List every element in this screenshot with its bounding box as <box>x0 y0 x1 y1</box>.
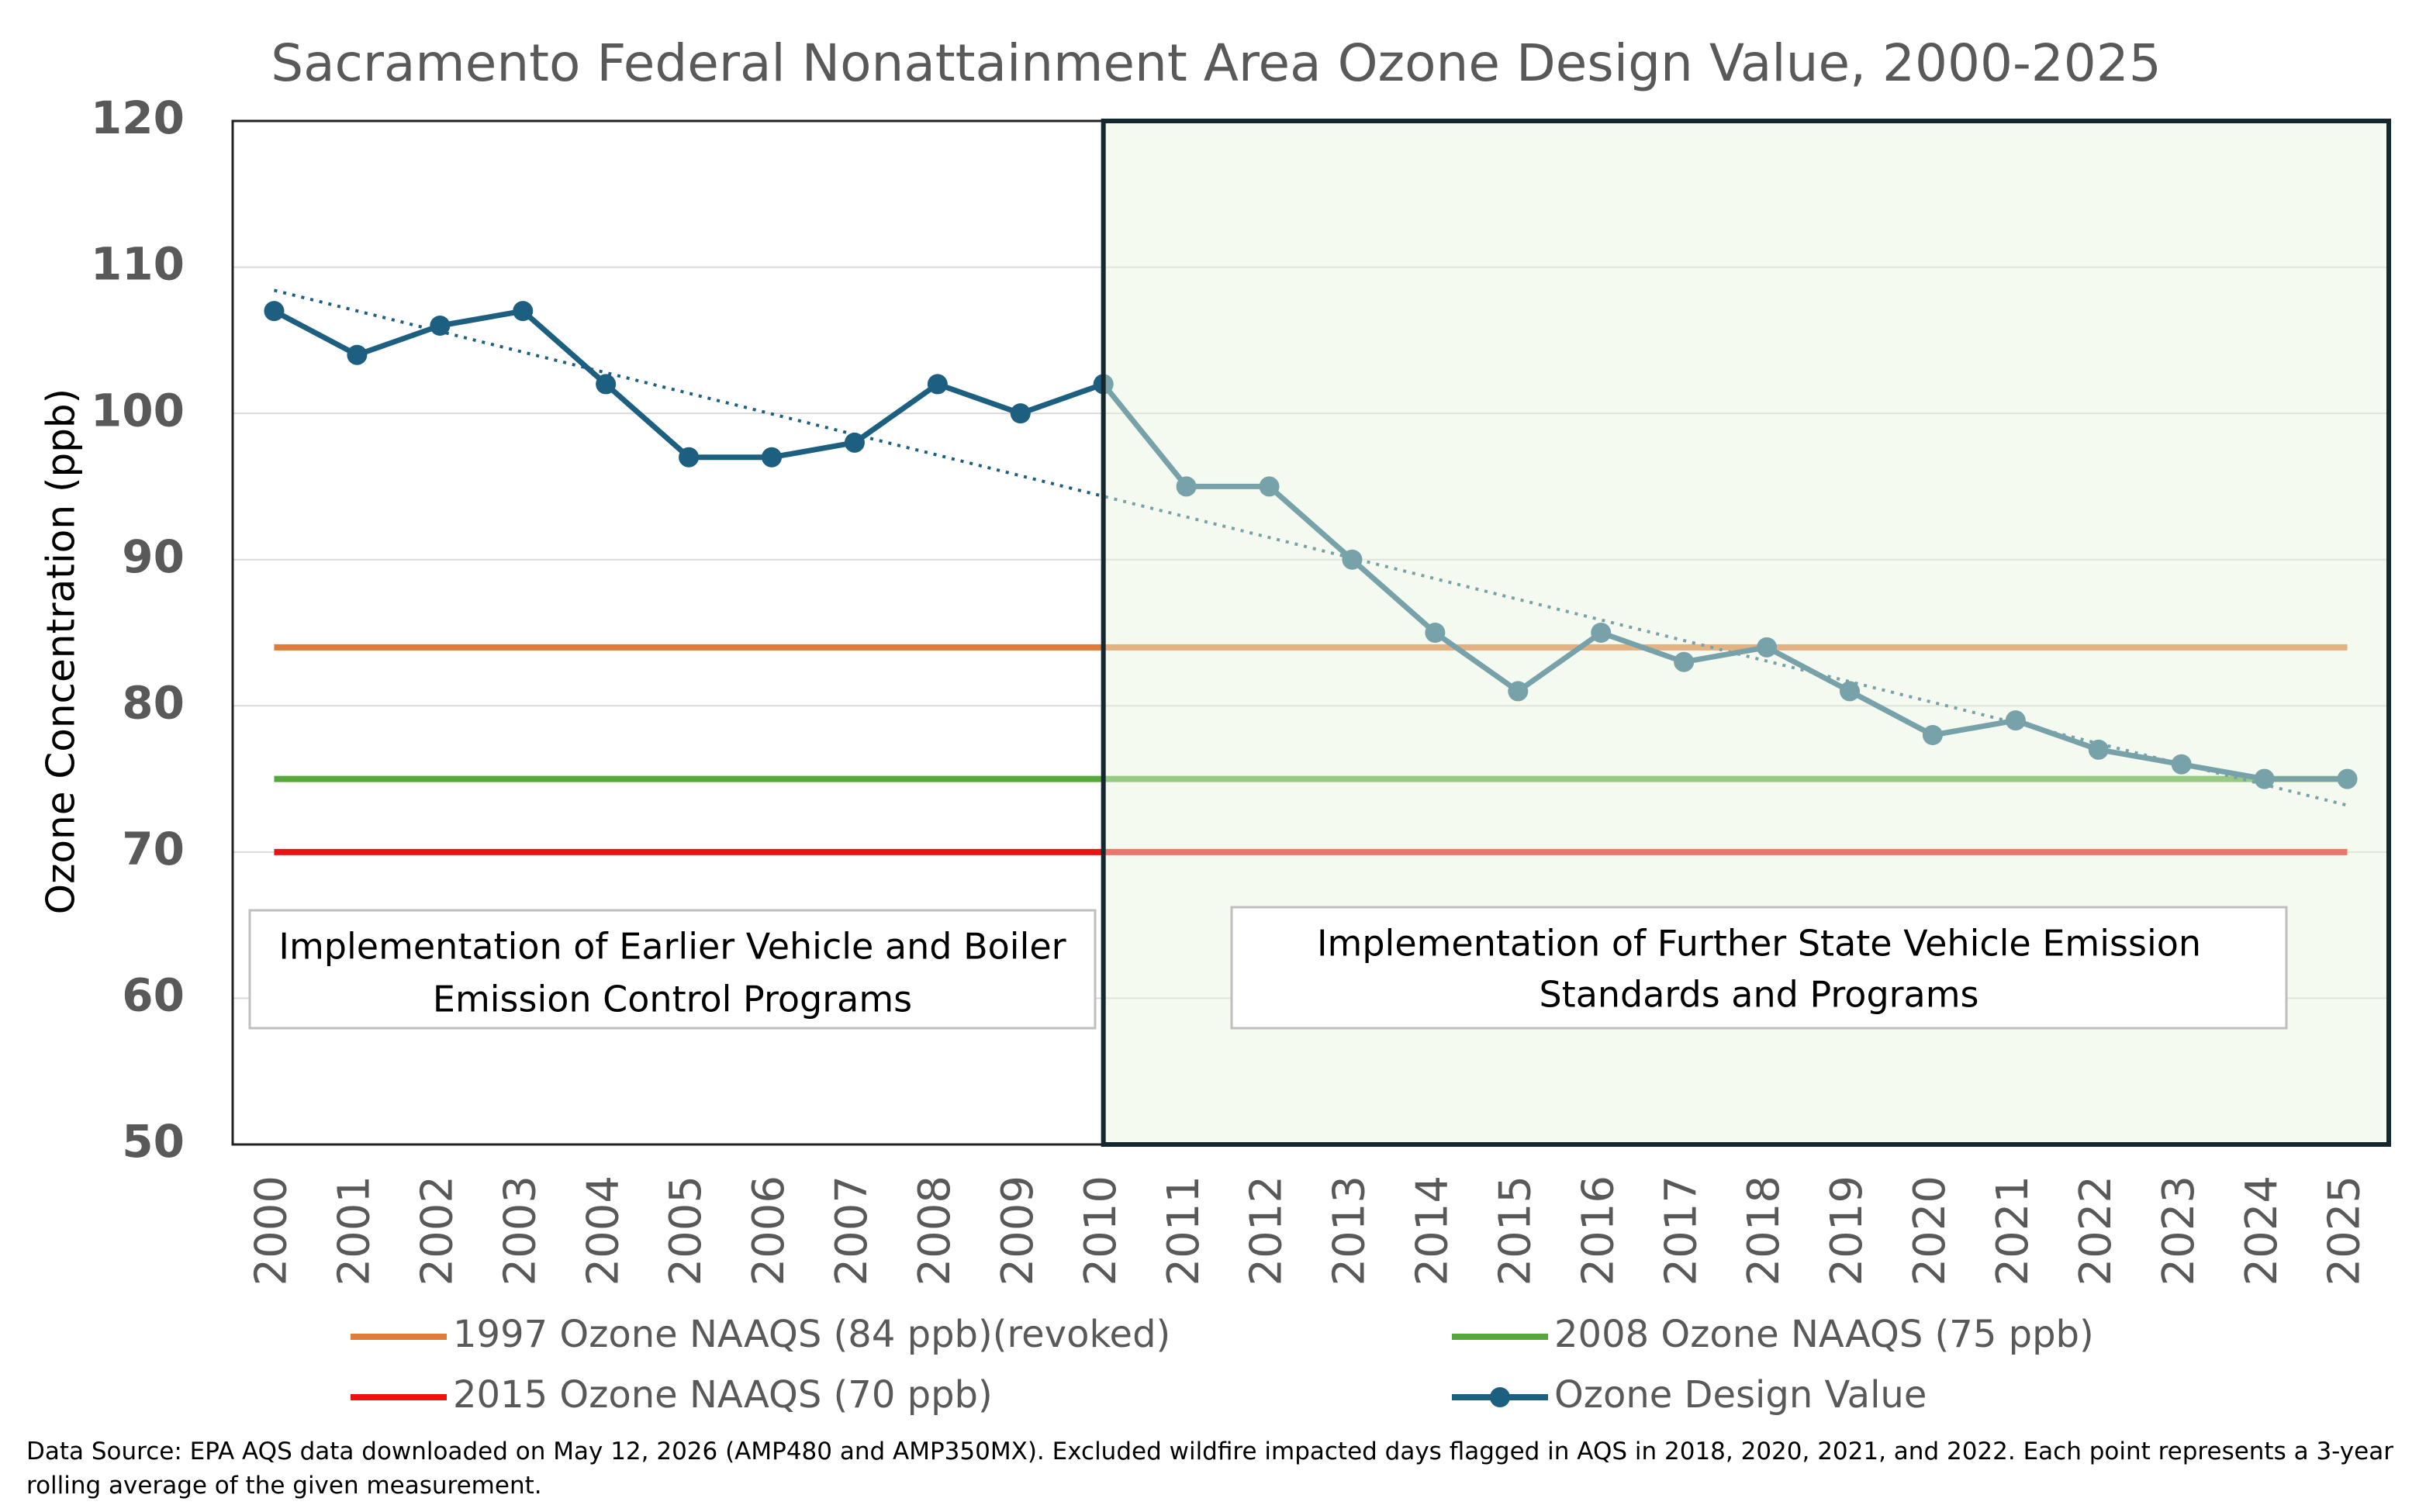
x-tick-label: 2015 <box>1490 1175 1540 1286</box>
x-tick-label: 2006 <box>744 1175 794 1286</box>
data-point <box>513 301 534 322</box>
data-point <box>596 374 617 395</box>
data-point <box>1591 623 1612 643</box>
x-tick-label: 2005 <box>661 1175 711 1286</box>
x-tick-label: 2011 <box>1159 1175 1209 1286</box>
data-point <box>1922 725 1943 745</box>
y-tick-label: 70 <box>122 823 185 875</box>
x-tick-label: 2001 <box>330 1175 380 1286</box>
legend-label: Ozone Design Value <box>1554 1373 1927 1417</box>
x-tick-label: 2019 <box>1822 1175 1872 1286</box>
y-tick-label: 110 <box>91 238 185 291</box>
footnote: Data Source: EPA AQS data downloaded on … <box>26 1438 2393 1500</box>
data-point <box>679 447 700 468</box>
annotation-text: Implementation of Earlier Vehicle and Bo… <box>278 926 1066 968</box>
data-point <box>844 432 865 453</box>
data-point <box>1840 681 1860 702</box>
data-point <box>430 316 451 336</box>
data-point <box>1425 623 1446 643</box>
data-point <box>2254 768 2275 789</box>
y-tick-label: 90 <box>122 530 185 583</box>
x-tick-label: 2010 <box>1076 1175 1126 1286</box>
trendline <box>273 288 2348 807</box>
data-point <box>1010 403 1031 424</box>
data-point <box>2171 754 2192 775</box>
annotation-text: Emission Control Programs <box>433 979 912 1020</box>
data-point <box>347 344 368 365</box>
x-tick-label: 2009 <box>993 1175 1043 1286</box>
data-point <box>762 447 782 468</box>
data-point <box>1757 637 1778 658</box>
x-tick-label: 2008 <box>910 1175 960 1286</box>
x-tick-label: 2014 <box>1408 1175 1458 1286</box>
x-tick-label: 2003 <box>495 1175 545 1286</box>
y-axis-label: Ozone Concentration (ppb) <box>39 388 84 914</box>
y-tick-label: 120 <box>91 91 185 144</box>
data-point <box>2005 710 2026 731</box>
x-tick-label: 2020 <box>1905 1175 1955 1286</box>
x-tick-label: 2025 <box>2320 1175 2370 1286</box>
data-point <box>927 374 948 395</box>
annotation-text: Standards and Programs <box>1539 974 1978 1016</box>
annotation-text: Implementation of Further State Vehicle … <box>1317 923 2201 965</box>
chart: Sacramento Federal Nonattainment Area Oz… <box>39 33 2391 1417</box>
data-point <box>1176 476 1197 497</box>
legend-marker <box>1490 1387 1510 1407</box>
legend-label: 1997 Ozone NAAQS (84 ppb)(revoked) <box>453 1313 1170 1356</box>
y-tick-label: 60 <box>122 969 185 1022</box>
annotation-box <box>248 909 1097 1030</box>
x-tick-label: 2013 <box>1325 1175 1375 1286</box>
x-tick-label: 2002 <box>412 1175 462 1286</box>
y-tick-label: 50 <box>122 1115 185 1168</box>
data-point <box>1342 549 1363 570</box>
x-tick-label: 2017 <box>1656 1175 1706 1286</box>
x-tick-label: 2004 <box>578 1175 628 1286</box>
x-tick-label: 2012 <box>1242 1175 1292 1286</box>
legend-label: 2015 Ozone NAAQS (70 ppb) <box>453 1373 993 1417</box>
data-point <box>1508 681 1529 702</box>
x-tick-label: 2007 <box>827 1175 877 1286</box>
data-point <box>2088 739 2109 760</box>
data-point <box>1674 651 1695 672</box>
x-tick-label: 2021 <box>1988 1175 2038 1286</box>
y-tick-label: 100 <box>91 384 185 437</box>
data-point <box>2337 768 2358 789</box>
x-tick-label: 2018 <box>1739 1175 1789 1286</box>
annotation-box <box>1230 906 2288 1030</box>
data-point <box>264 301 285 322</box>
chart-title: Sacramento Federal Nonattainment Area Oz… <box>271 33 2162 93</box>
x-tick-label: 2024 <box>2237 1175 2287 1286</box>
x-tick-label: 2022 <box>2071 1175 2121 1286</box>
x-tick-label: 2023 <box>2154 1175 2204 1286</box>
legend-label: 2008 Ozone NAAQS (75 ppb) <box>1554 1313 2094 1356</box>
data-point <box>1259 476 1280 497</box>
y-tick-label: 80 <box>122 676 185 729</box>
x-tick-label: 2000 <box>247 1175 297 1286</box>
x-tick-label: 2016 <box>1573 1175 1623 1286</box>
data-line <box>272 308 2348 782</box>
